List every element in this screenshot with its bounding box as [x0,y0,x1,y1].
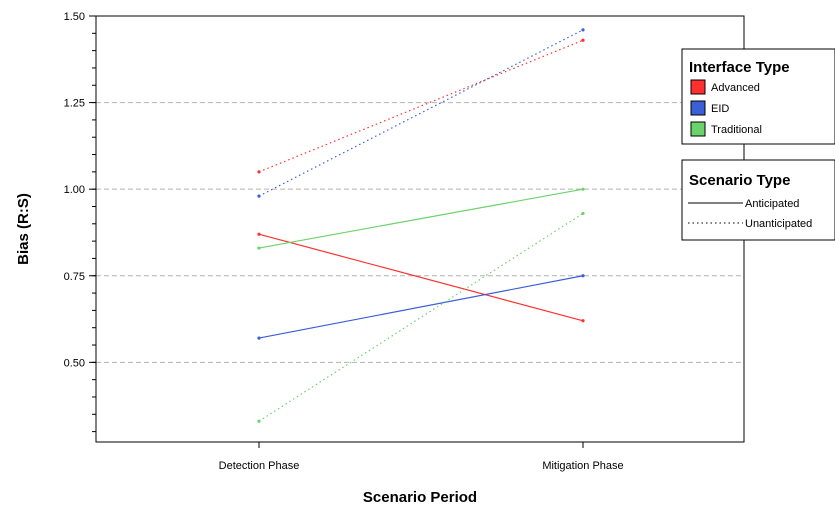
y-tick-label: 0.50 [64,357,85,369]
y-tick-label: 1.50 [64,11,85,23]
data-point-eid-unanticipated [257,194,261,198]
legend-scenario-type-box [681,159,835,241]
x-tick-label: Detection Phase [219,460,300,472]
y-axis-title: Bias (R:S) [15,193,32,265]
data-point-eid-anticipated [581,274,585,278]
legend-label-unanticipated: Unanticipated [745,218,812,230]
data-point-advanced-anticipated [581,319,585,323]
data-point-advanced-anticipated [257,232,261,236]
series-line-eid-anticipated [258,275,584,339]
legend-scenario-type-title: Scenario Type [689,172,790,189]
legend-swatch-traditional [690,121,706,137]
data-point-advanced-unanticipated [257,170,261,174]
series-line-traditional-anticipated [258,188,584,249]
series-line-advanced-anticipated [258,233,584,322]
data-point-traditional-unanticipated [581,211,585,216]
series-line-traditional-unanticipated [258,212,584,422]
data-point-advanced-unanticipated [581,38,585,42]
data-point-eid-unanticipated [581,28,585,32]
legend-label-traditional: Traditional [711,124,762,136]
legend-label-eid: EID [711,103,729,115]
data-point-traditional-anticipated [581,187,585,191]
y-tick-label: 0.75 [64,271,85,283]
data-point-traditional-unanticipated [257,419,261,423]
data-point-eid-anticipated [257,336,261,340]
legend-swatch-advanced [690,79,706,95]
data-point-traditional-anticipated [257,246,261,250]
y-tick-label: 1.25 [64,98,85,110]
y-tick-label: 1.00 [64,184,85,196]
legend-interface-type-box [681,48,835,145]
legend-interface-type: Interface Type Advanced EID Traditional [681,48,835,145]
legend-interface-type-title: Interface Type [689,59,790,76]
x-axis-title: Scenario Period [363,489,477,506]
legend-label-advanced: Advanced [711,82,760,94]
legend-swatch-eid [690,100,706,116]
legend-label-anticipated: Anticipated [745,198,799,210]
legend-scenario-type: Scenario Type Anticipated Unanticipated [681,159,835,241]
x-tick-label: Mitigation Phase [542,460,623,472]
